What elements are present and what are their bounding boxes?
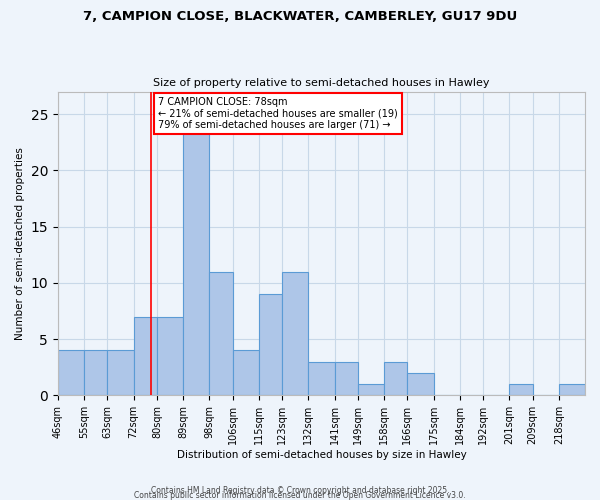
Bar <box>157 316 183 396</box>
Bar <box>58 350 84 396</box>
Text: 7, CAMPION CLOSE, BLACKWATER, CAMBERLEY, GU17 9DU: 7, CAMPION CLOSE, BLACKWATER, CAMBERLEY,… <box>83 10 517 23</box>
Text: Contains public sector information licensed under the Open Government Licence v3: Contains public sector information licen… <box>134 491 466 500</box>
X-axis label: Distribution of semi-detached houses by size in Hawley: Distribution of semi-detached houses by … <box>176 450 466 460</box>
Text: 7 CAMPION CLOSE: 78sqm
← 21% of semi-detached houses are smaller (19)
79% of sem: 7 CAMPION CLOSE: 78sqm ← 21% of semi-det… <box>158 97 398 130</box>
Bar <box>107 350 134 396</box>
Bar <box>84 350 107 396</box>
Bar <box>259 294 282 396</box>
Bar <box>233 350 259 396</box>
Bar <box>559 384 585 396</box>
Text: Contains HM Land Registry data © Crown copyright and database right 2025.: Contains HM Land Registry data © Crown c… <box>151 486 449 495</box>
Bar <box>358 384 384 396</box>
Bar <box>335 362 358 396</box>
Bar <box>134 316 157 396</box>
Title: Size of property relative to semi-detached houses in Hawley: Size of property relative to semi-detach… <box>153 78 490 88</box>
Bar <box>282 272 308 396</box>
Y-axis label: Number of semi-detached properties: Number of semi-detached properties <box>15 147 25 340</box>
Bar <box>183 126 209 396</box>
Bar <box>509 384 533 396</box>
Bar <box>384 362 407 396</box>
Bar <box>407 373 434 396</box>
Bar <box>209 272 233 396</box>
Bar <box>308 362 335 396</box>
